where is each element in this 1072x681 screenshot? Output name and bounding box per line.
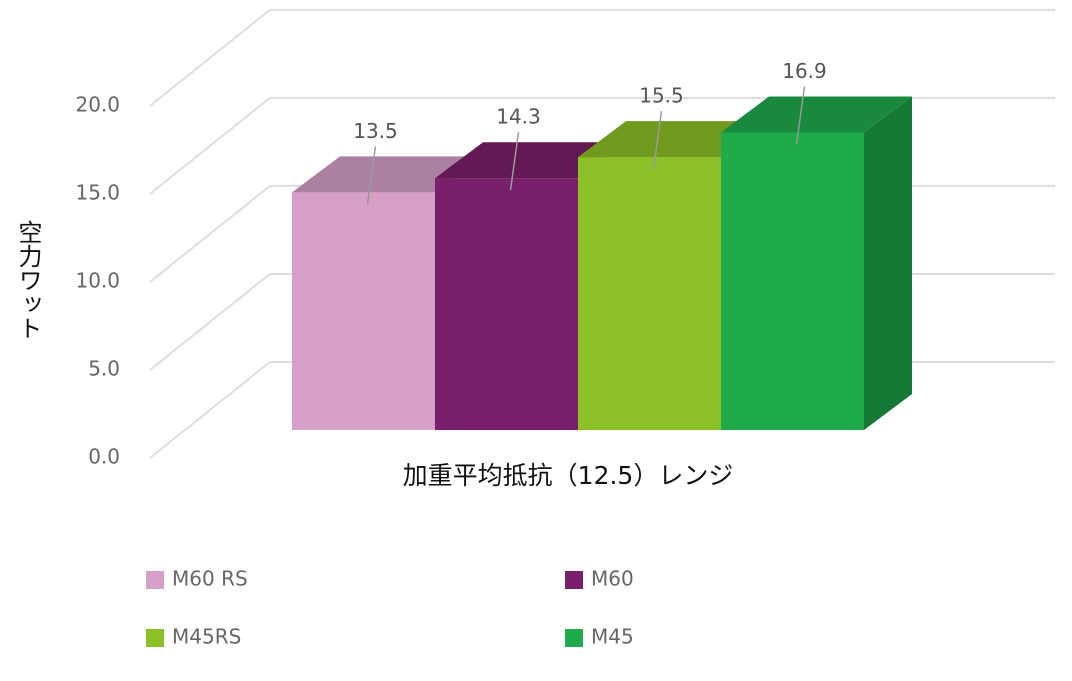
leader-line	[366, 146, 377, 205]
grid-line	[149, 97, 271, 195]
grid-line	[149, 9, 271, 107]
legend-label: M45RS	[172, 625, 241, 649]
x-category-label: 加重平均抵抗（12.5）レンジ	[403, 461, 734, 490]
value-label: 14.3	[496, 105, 541, 129]
leader-line	[795, 86, 806, 145]
grid-line	[149, 185, 271, 283]
bar	[292, 192, 435, 430]
legend-swatch	[565, 571, 583, 589]
legend-label: M60 RS	[172, 567, 248, 591]
leader-line	[509, 132, 520, 191]
y-axis-label: 空力ワット	[14, 220, 42, 340]
legend-label: M60	[591, 567, 634, 591]
y-tick-label: 15.0	[75, 180, 120, 204]
bar	[721, 132, 864, 430]
grid-line	[149, 273, 271, 371]
value-label: 13.5	[353, 119, 398, 143]
y-tick-label: 10.0	[75, 268, 120, 292]
bar	[435, 178, 578, 430]
y-tick-label: 20.0	[75, 92, 120, 116]
y-tick-label: 5.0	[88, 356, 120, 380]
bar-side	[864, 96, 912, 430]
leader-line	[652, 110, 663, 170]
legend-swatch	[146, 629, 164, 647]
bar-top	[721, 96, 912, 133]
legend-label: M45	[591, 625, 634, 649]
legend-swatch	[146, 571, 164, 589]
y-tick-label: 0.0	[88, 445, 120, 469]
value-label: 15.5	[639, 84, 684, 108]
bar	[578, 157, 721, 430]
value-label: 16.9	[782, 59, 827, 83]
grid-line	[149, 361, 271, 459]
legend-swatch	[565, 629, 583, 647]
